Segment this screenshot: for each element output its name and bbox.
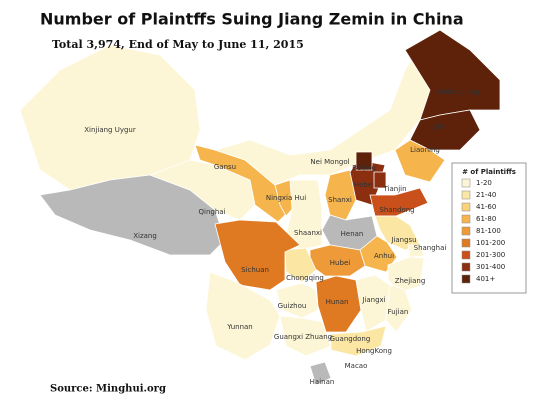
region-label: Guangdong [330, 335, 371, 343]
region [394, 139, 446, 183]
legend-swatch [461, 250, 471, 260]
region-label: Sichuan [241, 266, 269, 274]
legend-swatch [461, 178, 471, 188]
legend-swatch [461, 238, 471, 248]
region-label: Hubei [330, 259, 350, 267]
region-label: Anhui [374, 252, 394, 260]
legend-label: 401+ [476, 275, 495, 283]
legend-label: 41-60 [476, 203, 496, 211]
region-label: Jiangxi [361, 296, 385, 304]
subtitle: Total 3,974, End of May to June 11, 2015 [52, 38, 304, 51]
region-label: Beijing [352, 164, 376, 172]
region-label: Shaanxi [294, 229, 322, 237]
region [385, 284, 413, 333]
region-label: Henan [341, 230, 364, 238]
region-label: HongKong [356, 347, 392, 355]
region-label: Shanghai [414, 244, 447, 252]
region-labels: Xinjiang Uygur Xizang Qinghai Gansu Nei Mong… [84, 88, 480, 386]
region-label: Ningxia Hui [266, 194, 306, 202]
region [275, 282, 319, 319]
region [330, 325, 387, 357]
region [214, 219, 301, 291]
region-label: Chongqing [286, 274, 324, 282]
title: Number of Plaintffs Suing Jiang Zemin in… [40, 10, 464, 29]
region-label: Qinghai [198, 208, 225, 216]
region-label: Zhejiang [395, 277, 426, 285]
region-label: Hebei [354, 181, 374, 189]
region-label: Liaoning [410, 146, 440, 154]
legend-label: 101-200 [476, 239, 505, 247]
region-label: Xinjiang Uygur [84, 126, 136, 134]
region-label: Fujian [388, 308, 409, 316]
legend-swatch [461, 226, 471, 236]
legend-swatch [461, 274, 471, 284]
region-label: Nei Mongol [310, 158, 349, 166]
region-label: Guangxi Zhuang [274, 333, 332, 341]
region [355, 151, 373, 171]
legend-label: 301-400 [476, 263, 505, 271]
region-label: Jilin [433, 123, 446, 131]
region [284, 247, 317, 283]
region-label: Gansu [214, 163, 236, 171]
legend: # of Plaintiffs 1-20 21-40 41-60 61-80 81-10… [451, 162, 527, 294]
region-label: Tianjin [382, 185, 406, 193]
region-label: Guizhou [278, 302, 307, 310]
legend-swatch [461, 190, 471, 200]
region-label: Heilongjiang [436, 88, 480, 96]
region [373, 171, 387, 189]
legend-label: 61-80 [476, 215, 496, 223]
region [404, 29, 501, 121]
region-label: Yunnan [226, 323, 253, 331]
regions [19, 29, 501, 386]
legend-label: 201-300 [476, 251, 505, 259]
region [205, 271, 281, 361]
region [387, 256, 425, 293]
region [309, 361, 332, 386]
region-label: Jiangsu [390, 236, 416, 244]
region-label: Shanxi [328, 196, 352, 204]
legend-swatch [461, 262, 471, 272]
legend-swatch [461, 214, 471, 224]
region [315, 275, 362, 333]
region-label: Xizang [133, 232, 157, 240]
region-label: Shandong [379, 206, 414, 214]
legend-label: 1-20 [476, 179, 492, 187]
legend-title: # of Plaintiffs [462, 168, 516, 176]
source: Source: Minghui.org [50, 384, 166, 395]
region [285, 179, 323, 251]
legend-label: 21-40 [476, 191, 496, 199]
region-label: Macao [345, 362, 368, 370]
legend-swatch [461, 202, 471, 212]
legend-label: 81-100 [476, 227, 501, 235]
region [407, 244, 425, 258]
region-label: Hunan [326, 298, 349, 306]
region-label: Hainan [310, 378, 335, 386]
